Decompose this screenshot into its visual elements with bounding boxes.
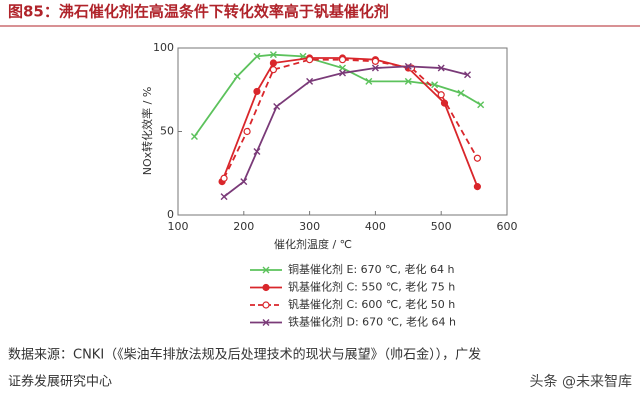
series-line: [223, 65, 468, 198]
point: [371, 64, 379, 72]
point: [269, 59, 278, 67]
source-text: 证券发展研究中心: [8, 374, 112, 390]
y-tick-label: 100: [153, 41, 174, 54]
chart-title: 图85：沸石催化剂在高温条件下转化效率高于钒基催化剂: [8, 3, 389, 21]
x-tick-label: 400: [365, 220, 386, 233]
x-tick-label: 200: [233, 220, 254, 233]
point: [339, 69, 346, 77]
point: [437, 64, 445, 72]
point: [473, 183, 481, 191]
watermark: 头条 @未来智库: [530, 373, 632, 390]
point: [437, 91, 445, 99]
point: [253, 87, 261, 96]
point: [457, 89, 465, 97]
legend-marker: [262, 301, 270, 309]
point: [220, 174, 228, 182]
point: [306, 77, 314, 85]
y-tick-label: 0: [167, 208, 174, 221]
point: [240, 178, 248, 186]
point: [404, 77, 412, 85]
point: [233, 72, 241, 80]
y-tick-label: 50: [160, 125, 174, 138]
point: [473, 154, 481, 162]
point: [190, 133, 198, 141]
point: [371, 57, 379, 65]
point: [365, 77, 373, 85]
x-tick-label: 300: [299, 220, 320, 233]
point: [243, 127, 251, 136]
legend-marker: [262, 283, 270, 292]
point: [404, 62, 412, 70]
point: [273, 102, 281, 110]
y-axis-label: NOx转化效率 / %: [140, 87, 154, 176]
point: [477, 101, 485, 109]
point: [431, 81, 439, 89]
point: [338, 56, 347, 64]
point: [269, 66, 278, 74]
x-tick-label: 500: [431, 220, 452, 233]
legend-marker: [262, 319, 270, 326]
x-tick-label: 600: [497, 220, 518, 233]
point: [253, 52, 261, 60]
source-text: 数据来源：CNKI（《柴油车排放法规及后处理技术的现状与展望》（帅石金）），广发: [8, 347, 481, 363]
series-line: [221, 57, 479, 187]
point: [464, 71, 472, 79]
legend-label: 钒基催化剂 C: 550 ℃, 老化 75 h: [288, 280, 455, 294]
legend-marker: [262, 266, 270, 274]
point: [339, 64, 346, 72]
legend-label: 铁基催化剂 D: 670 ℃, 老化 64 h: [288, 315, 456, 329]
point: [306, 56, 314, 64]
point: [253, 148, 261, 156]
point: [269, 51, 277, 59]
legend-label: 铜基催化剂 E: 670 ℃, 老化 64 h: [288, 262, 454, 276]
legend-label: 钒基催化剂 C: 600 ℃, 老化 50 h: [288, 297, 455, 311]
x-axis-label: 催化剂温度 / ℃: [274, 237, 352, 251]
series-line: [223, 58, 479, 179]
x-tick-label: 100: [168, 220, 189, 233]
point: [220, 193, 228, 201]
